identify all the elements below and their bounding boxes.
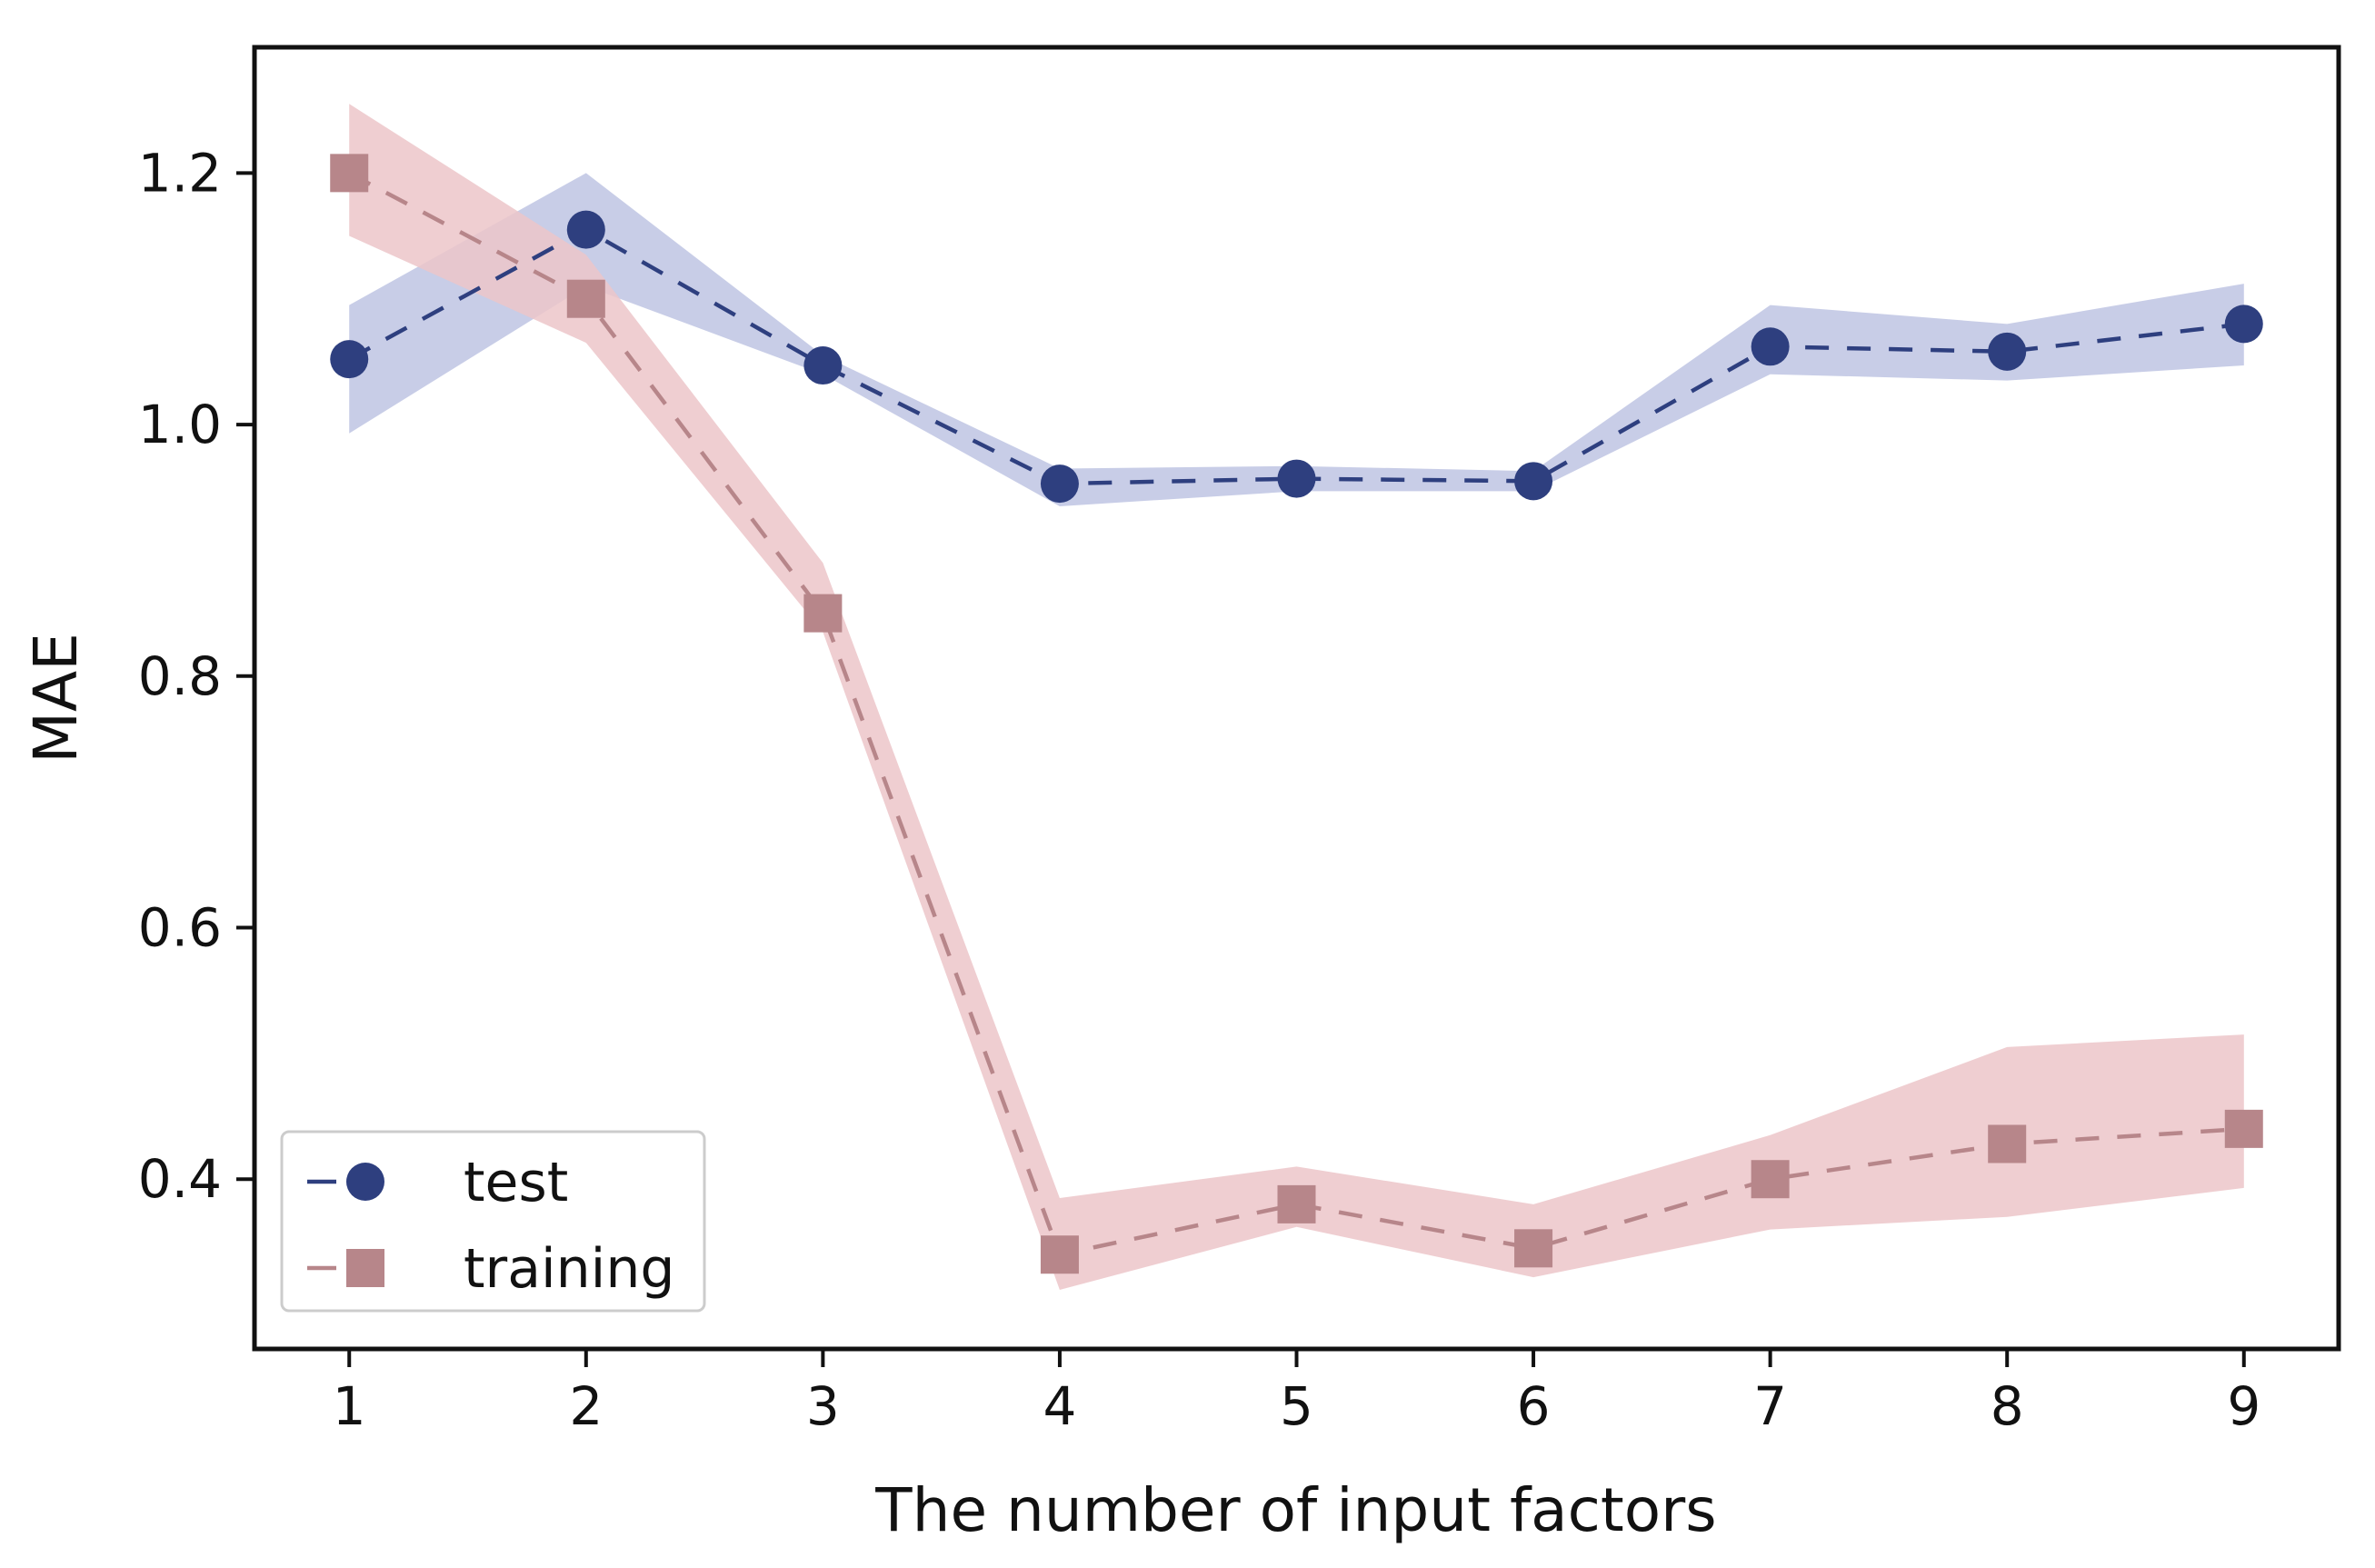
x-tick-label: 6 — [1517, 1375, 1551, 1437]
y-tick-label: 0.6 — [138, 897, 222, 959]
y-tick-label: 1.2 — [138, 142, 222, 204]
training-point — [1988, 1124, 2027, 1164]
x-tick-label: 5 — [1280, 1375, 1313, 1437]
confidence-bands — [349, 104, 2244, 1290]
training-point — [330, 154, 369, 193]
x-tick-label: 2 — [569, 1375, 603, 1437]
y-axis-ticks: 0.4 0.6 0.8 1.0 1.2 — [138, 142, 254, 1210]
test-point — [1988, 332, 2027, 371]
legend-training-marker — [346, 1249, 384, 1287]
training-point — [803, 594, 843, 633]
x-tick-label: 1 — [333, 1375, 366, 1437]
x-tick-label: 3 — [806, 1375, 840, 1437]
training-line — [348, 171, 2244, 1257]
x-tick-label: 4 — [1043, 1375, 1076, 1437]
y-axis-title: MAE — [21, 633, 91, 764]
y-tick-label: 0.8 — [138, 645, 222, 707]
test-point — [1040, 464, 1079, 504]
training-point — [2224, 1109, 2263, 1148]
training-point — [1514, 1229, 1553, 1268]
x-axis-ticks: 1 2 3 4 5 6 7 8 9 — [333, 1349, 2260, 1437]
y-tick-label: 0.4 — [138, 1148, 222, 1210]
test-point — [1514, 462, 1553, 501]
training-point — [566, 279, 605, 318]
test-band — [349, 173, 2244, 506]
legend-box — [280, 1130, 706, 1313]
series-lines — [348, 171, 2245, 1257]
x-axis-title: The number of input factors — [874, 1475, 1716, 1545]
test-point — [803, 346, 843, 385]
test-point — [2224, 305, 2263, 344]
test-point — [1277, 459, 1316, 498]
training-point — [1277, 1184, 1316, 1223]
training-point — [1040, 1235, 1079, 1274]
test-point — [1751, 327, 1790, 366]
series-markers — [330, 154, 2263, 1274]
training-band — [349, 104, 2244, 1290]
test-point — [330, 340, 369, 379]
test-point — [566, 210, 605, 249]
x-tick-label: 9 — [2227, 1375, 2260, 1437]
legend-training-label: training — [464, 1237, 674, 1301]
training-point — [1751, 1160, 1790, 1199]
legend-test-marker — [346, 1163, 384, 1201]
x-tick-label: 7 — [1753, 1375, 1787, 1437]
legend: test training — [280, 1130, 706, 1313]
y-tick-label: 1.0 — [138, 394, 222, 455]
x-tick-label: 8 — [1991, 1375, 2024, 1437]
legend-test-label: test — [464, 1151, 568, 1214]
